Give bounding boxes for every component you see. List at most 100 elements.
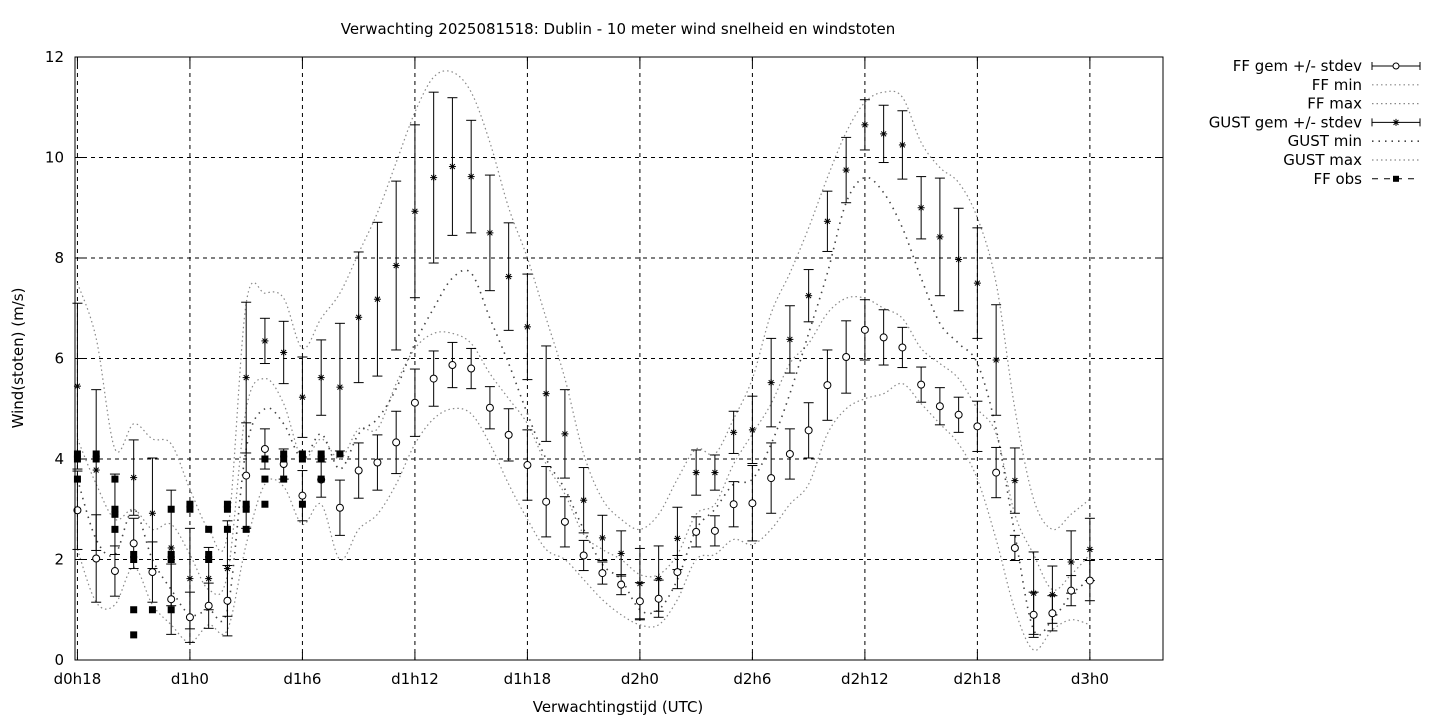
chart-title: Verwachting 2025081518: Dublin - 10 mete…	[341, 20, 896, 38]
gust-mean-marker	[1067, 558, 1075, 566]
ff-obs-marker	[130, 631, 138, 639]
gust-mean-marker	[317, 374, 325, 382]
ff-mean-marker	[392, 438, 401, 447]
gust-mean-marker	[411, 207, 419, 215]
ff-mean-marker	[542, 497, 551, 506]
gust-mean-marker	[242, 374, 250, 382]
gust-mean-marker	[561, 430, 569, 438]
ff-min-line	[76, 382, 1091, 651]
star-stroke	[393, 262, 399, 269]
star-stroke	[637, 580, 643, 587]
ff-mean-marker	[204, 601, 213, 610]
ff-mean-marker	[785, 449, 794, 458]
y-axis-label: Wind(stoten) (m/s)	[9, 288, 27, 429]
legend-label: FF gem +/- stdev	[1233, 57, 1362, 75]
star-stroke	[205, 575, 212, 582]
star-stroke	[524, 324, 531, 330]
ff-obs-marker	[280, 475, 288, 483]
gust-mean-marker	[92, 466, 100, 474]
ff-mean-marker	[560, 517, 569, 526]
star-stroke	[562, 431, 568, 437]
ff-obs-marker	[130, 606, 138, 614]
gust-mean-marker	[580, 496, 588, 504]
ff-obs-marker	[242, 500, 250, 508]
gust-mean-marker	[936, 233, 944, 241]
star-stroke	[243, 374, 249, 381]
gust-mean-marker	[523, 323, 531, 331]
ff-max-line	[76, 296, 1091, 596]
gust-mean-marker	[167, 544, 175, 552]
star-stroke	[993, 357, 999, 363]
star-stroke	[712, 469, 718, 476]
ff-mean-marker	[1067, 586, 1076, 595]
gust-mean-marker	[261, 337, 269, 345]
ff-mean-marker	[467, 364, 476, 373]
ff-obs-marker	[111, 510, 119, 518]
ff-mean-marker	[410, 398, 419, 407]
ff-obs-marker	[261, 475, 269, 483]
star-stroke	[1012, 477, 1018, 484]
series-markers	[73, 121, 1094, 622]
ff-obs-marker	[167, 606, 175, 614]
star-stroke	[130, 474, 137, 481]
ff-obs-marker	[92, 450, 100, 458]
y-tick-label: 0	[54, 651, 64, 669]
star-stroke	[768, 379, 774, 386]
ff-mean-marker	[767, 474, 776, 483]
star-stroke	[787, 336, 793, 343]
star-stroke	[824, 218, 831, 225]
ff-obs-marker	[317, 450, 325, 458]
x-tick-label: d0h18	[54, 670, 102, 688]
star-stroke	[730, 429, 737, 436]
star-stroke	[468, 173, 474, 180]
ff-obs-marker	[317, 475, 325, 483]
ff-mean-marker	[917, 380, 926, 389]
gust-mean-marker	[467, 173, 475, 181]
ff-obs-marker	[148, 606, 156, 614]
gust-mean-marker	[373, 295, 381, 303]
ff-obs-marker	[223, 525, 231, 533]
star-stroke	[543, 390, 549, 397]
ff-mean-marker	[842, 352, 851, 361]
ff-obs-marker	[205, 550, 213, 558]
star-stroke	[449, 163, 456, 170]
star-stroke	[749, 427, 756, 433]
gust-mean-marker	[505, 273, 513, 281]
gust-min-line	[76, 176, 1091, 636]
ff-mean-marker	[898, 343, 907, 352]
gust-mean-marker	[205, 575, 213, 583]
gust-mean-marker	[542, 390, 550, 398]
ff-mean-marker	[167, 595, 176, 604]
star-stroke	[299, 394, 306, 400]
star-stroke	[880, 131, 887, 137]
ff-mean-marker	[73, 506, 82, 515]
gust-mean-marker	[617, 549, 625, 557]
ff-mean-marker	[223, 596, 232, 605]
ff-obs-marker	[111, 525, 119, 533]
min-max-lines	[76, 70, 1091, 651]
gust-mean-marker	[955, 256, 963, 264]
star-stroke	[674, 535, 681, 542]
ff-mean-marker	[129, 539, 138, 548]
x-tick-label: d1h18	[504, 670, 552, 688]
ff-obs-marker	[242, 525, 250, 533]
ff-mean-marker	[654, 594, 663, 603]
ff-mean-marker	[860, 325, 869, 334]
x-axis-label: Verwachtingstijd (UTC)	[533, 698, 704, 716]
gust-mean-marker	[898, 141, 906, 149]
ff-obs-marker	[130, 550, 138, 558]
gust-mean-marker	[842, 166, 850, 174]
legend-label: FF max	[1307, 95, 1362, 113]
y-tick-label: 4	[54, 450, 64, 468]
legend-sample-marker	[1392, 118, 1400, 126]
star-stroke	[374, 296, 381, 303]
y-tick-label: 12	[45, 48, 64, 66]
ff-mean-marker	[692, 527, 701, 536]
star-stroke	[918, 204, 924, 211]
legend-label: GUST max	[1283, 151, 1362, 169]
ff-obs-marker	[336, 450, 344, 458]
ff-obs-marker	[186, 500, 194, 508]
legend-sample-marker	[1393, 175, 1399, 182]
gust-mean-marker	[392, 262, 400, 270]
